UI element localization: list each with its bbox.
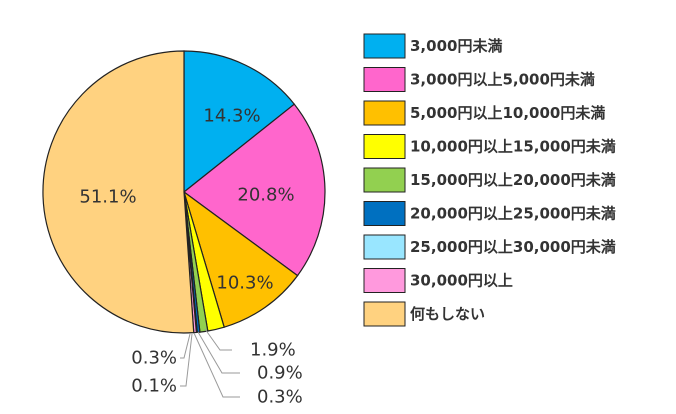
legend-swatch <box>363 100 406 126</box>
legend-swatch <box>363 268 406 293</box>
leader-line <box>180 333 191 359</box>
legend-swatch <box>363 234 406 260</box>
legend-swatch <box>363 167 406 193</box>
legend-label: 15,000円以上20,000円未満 <box>410 171 616 189</box>
legend-label: 20,000円以上25,000円未満 <box>410 205 616 223</box>
pie-slices <box>42 50 326 334</box>
legend-label: 25,000円以上30,000円未満 <box>410 238 616 256</box>
leader-line <box>197 331 240 374</box>
leader-line <box>193 332 240 398</box>
legend-swatch <box>363 67 406 92</box>
data-label: 14.3% <box>203 106 260 127</box>
legend-label: 3,000円未満 <box>410 37 502 55</box>
leader-lines <box>180 328 240 398</box>
data-label: 0.9% <box>257 363 303 384</box>
legend-swatch <box>363 301 406 327</box>
data-labels: 14.3% 20.8% 10.3% 1.9%0.9% 0.3% 0.1% 0.3% 51.1% <box>79 106 302 408</box>
legend-label: 5,000円以上10,000円未満 <box>410 104 605 122</box>
data-label: 0.3% <box>257 387 303 408</box>
legend: 3,000円未満 3,000円以上5,000円未満 5,000円以上10,000円未… <box>363 33 616 327</box>
legend-swatch <box>363 201 406 226</box>
data-label: 20.8% <box>237 185 294 206</box>
data-label: 1.9% <box>250 340 296 361</box>
data-label: 10.3% <box>216 273 273 294</box>
pie-slice <box>183 103 326 277</box>
legend-label: 10,000円以上15,000円未満 <box>410 138 616 156</box>
pie-slice <box>42 50 195 334</box>
data-label: 51.1% <box>79 187 136 208</box>
legend-swatch <box>363 33 406 59</box>
data-label: 0.3% <box>131 348 177 369</box>
data-label: 0.1% <box>131 376 177 397</box>
legend-swatch <box>363 134 406 159</box>
legend-label: 何もしない <box>410 305 485 323</box>
leader-line <box>180 333 193 387</box>
legend-label: 30,000円以上 <box>410 272 513 290</box>
pie-slice <box>182 190 299 328</box>
pie-slice <box>183 50 296 194</box>
legend-label: 3,000円以上5,000円未満 <box>410 71 595 89</box>
leader-line <box>204 328 232 351</box>
